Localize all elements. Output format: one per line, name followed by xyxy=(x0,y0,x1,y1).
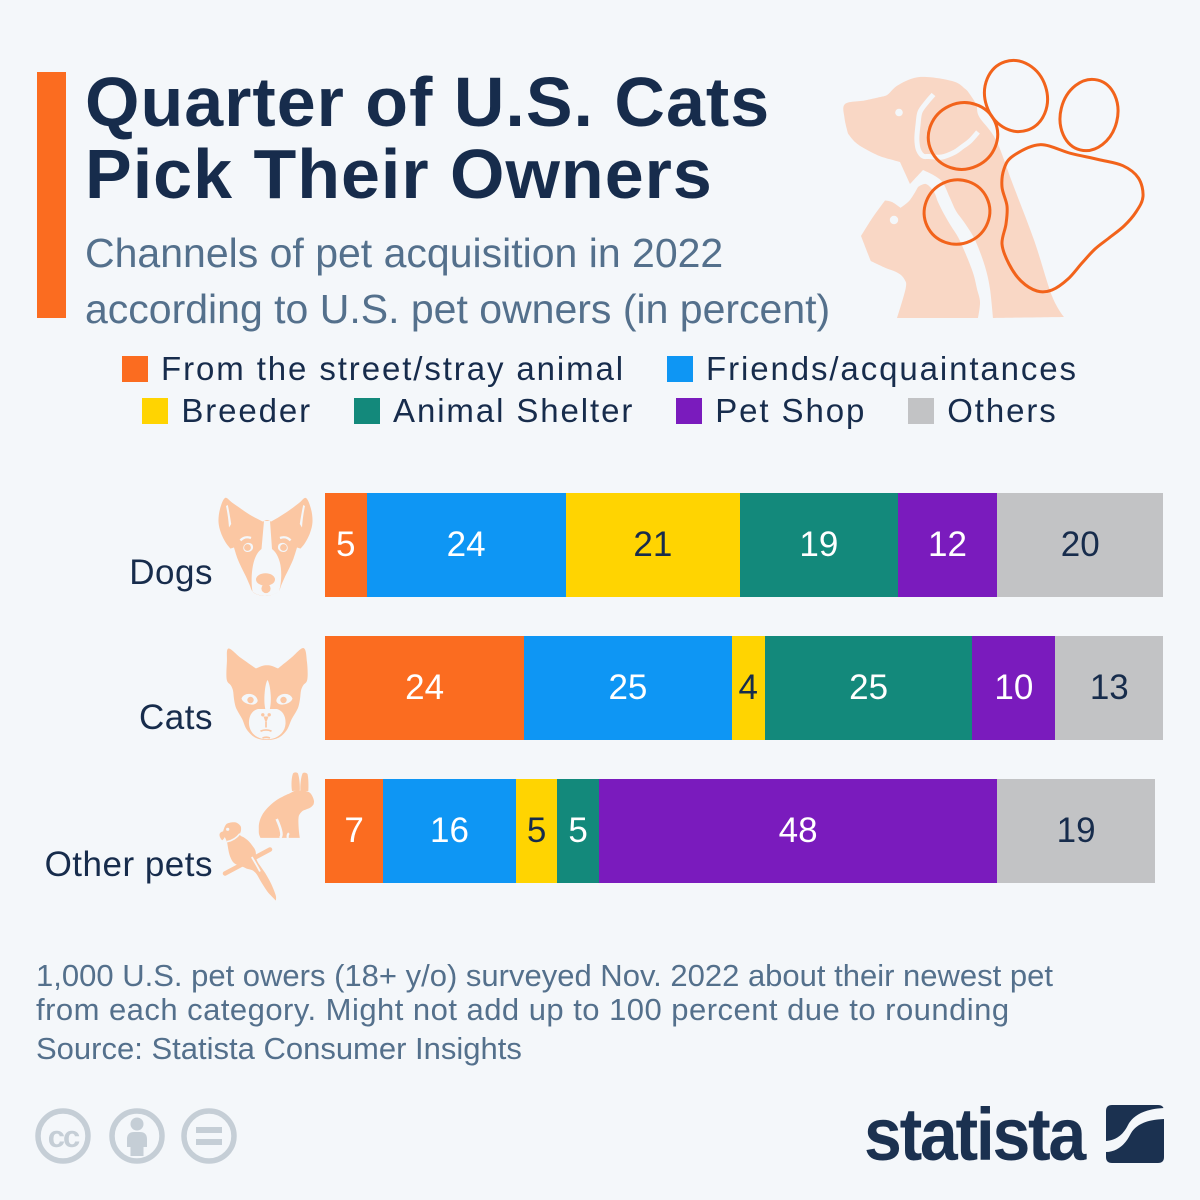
svg-text:cc: cc xyxy=(48,1119,80,1154)
